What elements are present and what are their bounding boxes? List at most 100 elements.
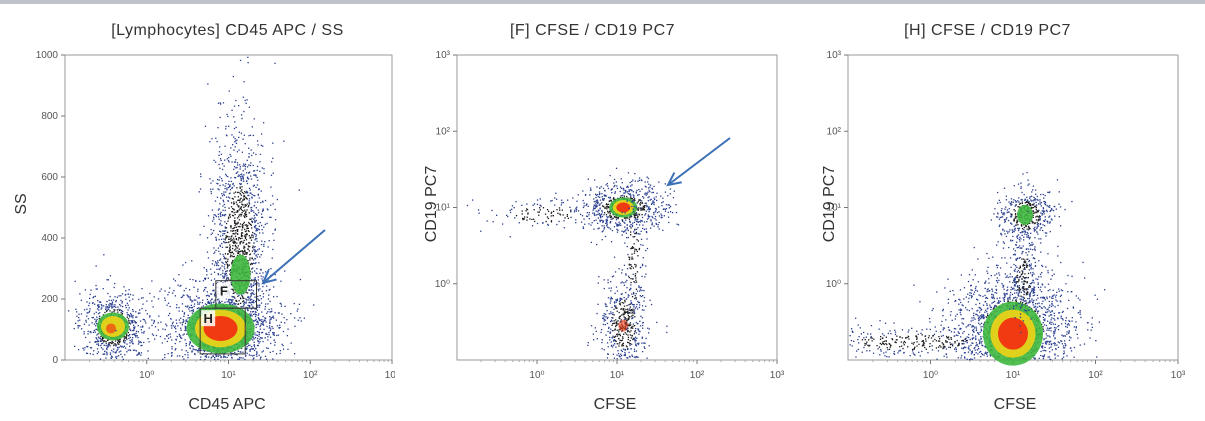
event-dot: [95, 325, 97, 327]
event-dot: [635, 281, 638, 283]
event-dot: [245, 243, 247, 246]
event-dot: [610, 200, 612, 202]
event-dot: [212, 289, 214, 292]
event-dot: [122, 358, 124, 360]
event-dot: [108, 305, 110, 307]
event-dot: [200, 356, 202, 358]
event-dot: [109, 352, 112, 354]
event-dot: [663, 215, 665, 217]
event-dot: [603, 349, 605, 351]
event-dot: [125, 290, 127, 292]
event-dot: [186, 306, 188, 308]
event-dot: [281, 313, 283, 315]
event-dot: [168, 291, 170, 294]
event-dot: [248, 306, 250, 308]
event-dot: [166, 325, 168, 327]
event-dot: [215, 215, 217, 218]
event-dot: [206, 274, 208, 276]
event-dot: [616, 323, 618, 325]
event-dot: [270, 328, 272, 330]
event-dot: [251, 304, 253, 306]
event-dot: [160, 321, 162, 323]
event-dot: [604, 303, 606, 305]
event-dot: [151, 280, 153, 282]
event-dot: [114, 282, 116, 285]
event-dot: [621, 293, 623, 295]
event-dot: [192, 346, 194, 348]
event-dot: [646, 218, 649, 220]
event-dot: [210, 293, 212, 295]
event-dot: [213, 252, 215, 255]
event-dot: [605, 221, 608, 223]
event-dot: [242, 138, 244, 140]
event-dot: [612, 313, 614, 316]
y-axis-label: SS: [13, 193, 30, 215]
event-dot: [218, 179, 220, 181]
event-dot: [597, 213, 599, 215]
event-dot: [601, 341, 603, 344]
event-dot: [250, 224, 252, 226]
event-dot: [642, 224, 644, 226]
event-dot: [252, 235, 255, 237]
event-dot: [223, 257, 226, 259]
event-dot: [68, 310, 70, 312]
event-dot: [252, 293, 254, 295]
event-dot: [240, 178, 242, 180]
event-dot: [649, 191, 651, 193]
event-dot: [214, 299, 216, 301]
event-dot: [258, 304, 261, 306]
gate-h: [199, 307, 246, 355]
event-dot: [609, 336, 611, 338]
event-dot: [219, 258, 222, 260]
event-dot: [260, 268, 262, 271]
event-dot: [253, 226, 256, 228]
event-dot: [631, 326, 633, 328]
event-dot: [621, 269, 623, 271]
event-dot: [644, 347, 646, 349]
event-dot: [278, 312, 280, 314]
event-dot: [240, 298, 242, 300]
event-dot: [232, 296, 234, 298]
event-dot: [253, 354, 255, 356]
event-dot: [587, 344, 589, 346]
event-dot: [622, 336, 624, 338]
event-dot: [246, 209, 248, 211]
event-dot: [531, 218, 533, 221]
event-dot: [102, 348, 104, 350]
event-dot: [214, 214, 217, 216]
event-dot: [229, 213, 231, 215]
event-dot: [188, 344, 191, 346]
event-dot: [101, 340, 103, 342]
event-dot: [608, 196, 610, 199]
event-dot: [622, 309, 624, 311]
event-dot: [233, 292, 235, 294]
event-dot: [603, 317, 605, 319]
event-dot: [634, 236, 636, 238]
event-dot: [137, 354, 139, 356]
event-dot: [245, 298, 247, 300]
event-dot: [276, 198, 278, 201]
event-dot: [183, 313, 185, 315]
event-dot: [175, 307, 178, 309]
event-dot: [593, 214, 595, 216]
event-dot: [650, 198, 652, 200]
event-dot: [239, 166, 241, 168]
event-dot: [602, 205, 604, 207]
event-dot: [227, 159, 230, 162]
event-dot: [596, 338, 598, 340]
y-tick-label: 10²: [436, 126, 451, 137]
event-dot: [631, 293, 633, 295]
event-dot: [260, 275, 262, 277]
event-dot: [226, 187, 228, 189]
event-dot: [632, 222, 634, 224]
event-dot: [249, 289, 251, 291]
event-dot: [547, 223, 549, 226]
event-dot: [247, 248, 249, 250]
event-dot: [631, 189, 633, 192]
event-dot: [182, 294, 184, 296]
event-dot: [124, 336, 126, 338]
event-dot: [667, 216, 670, 218]
event-dot: [648, 345, 650, 347]
event-dot: [195, 279, 197, 282]
event-dot: [221, 242, 223, 245]
